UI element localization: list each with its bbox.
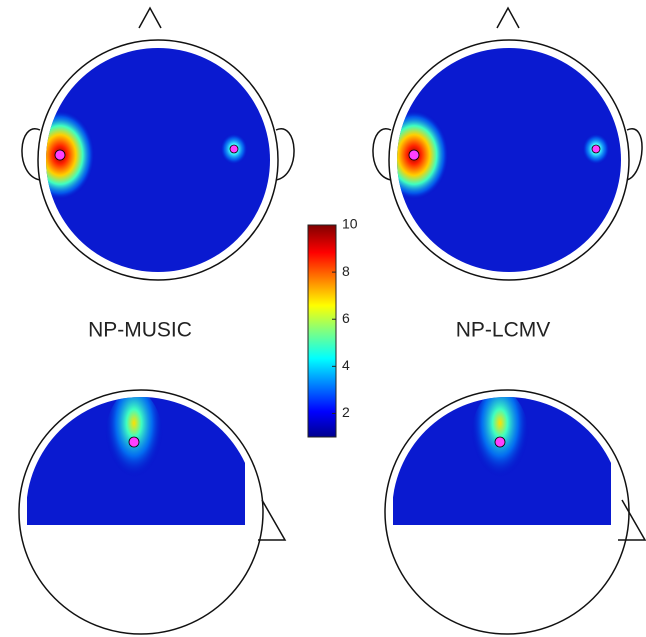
colorbar-tick-label: 6 (342, 310, 350, 326)
figure: NP-MUSIC NP-LCMV 2 4 6 8 10 (0, 0, 646, 637)
colorbar (308, 225, 336, 437)
head-bottom-right (385, 390, 645, 634)
colorbar-tick-label: 4 (342, 357, 350, 373)
colorbar-tick-label: 8 (342, 263, 350, 279)
head-top-right (373, 8, 642, 280)
panel-label: NP-LCMV (456, 319, 551, 342)
colorbar-tick-label: 10 (342, 216, 358, 232)
panel-label: NP-MUSIC (88, 319, 192, 342)
colorbar-tick-label: 2 (342, 404, 350, 420)
head-bottom-left (19, 390, 285, 634)
head-top-left (22, 8, 294, 280)
